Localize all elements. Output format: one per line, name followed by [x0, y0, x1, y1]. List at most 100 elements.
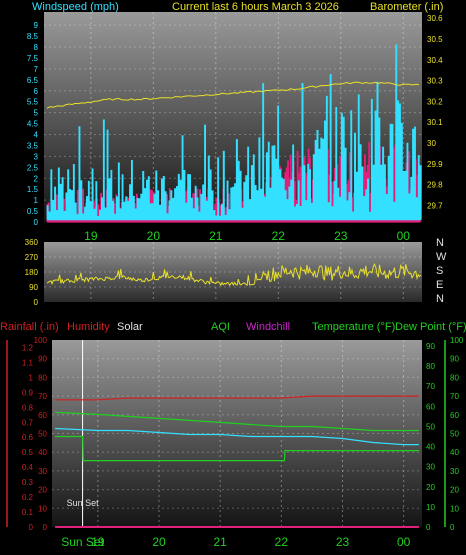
- windspeed-tick-1: 0.5: [27, 207, 39, 216]
- rainfall-tick-7: 0.7: [22, 418, 34, 427]
- barometer-line: [46, 81, 419, 109]
- windchill-line: [55, 427, 419, 446]
- barometer-tick-0: 29.7: [427, 201, 443, 210]
- temperature-tick-labels: 0 10 20 30 40 50 60 70 80 90: [426, 342, 435, 532]
- x-label-20: 20: [147, 229, 161, 243]
- humidity-tick-9: 90: [38, 355, 47, 364]
- x-label-00: 00: [397, 535, 411, 549]
- barometer-tick-8: 30.5: [427, 35, 443, 44]
- barometer-tick-4: 30.1: [427, 118, 443, 127]
- x-label-21: 21: [209, 229, 223, 243]
- humidity-tick-5: 50: [38, 430, 47, 439]
- windspeed-tick-0: 0: [34, 218, 39, 227]
- windspeed-tick-4: 2: [34, 174, 39, 183]
- rainfall-tick-3: 0.3: [22, 478, 34, 487]
- windspeed-tick-8: 4: [34, 131, 39, 140]
- temperature-tick-1: 10: [426, 503, 435, 512]
- barometer-tick-1: 29.8: [427, 181, 443, 190]
- x-label-19: 19: [91, 535, 105, 549]
- direction-panel-background: [44, 242, 422, 302]
- dewpoint-tick-3: 30: [450, 467, 459, 476]
- dew-point-line: [55, 435, 419, 462]
- rainfall-tick-10: 1: [29, 373, 34, 382]
- windspeed-tick-15: 7.5: [27, 54, 39, 63]
- humidity-tick-labels: 0 10 20 30 40 50 60 70 80 90 100: [34, 336, 48, 532]
- rainfall-tick-2: 0.2: [22, 493, 34, 502]
- humidity-tick-1: 10: [38, 504, 47, 513]
- dewpoint-tick-2: 20: [450, 486, 459, 495]
- temperature-axis-label: Temperature (°F): [312, 321, 395, 333]
- humidity-tick-8: 80: [38, 373, 47, 382]
- direction-degree-0: 0: [34, 298, 39, 307]
- temperature-line: [55, 411, 419, 432]
- temperature-tick-3: 30: [426, 463, 435, 472]
- temperature-panel-background: [52, 340, 422, 527]
- temperature-tick-9: 90: [426, 342, 435, 351]
- humidity-tick-10: 100: [34, 336, 48, 345]
- x-label-sun-set: Sun Set: [61, 535, 104, 549]
- temperature-panel-grid: [52, 340, 422, 527]
- x-label-19: 19: [84, 229, 98, 243]
- windspeed-tick-5: 2.5: [27, 163, 39, 172]
- rainfall-tick-5: 0.5: [22, 448, 34, 457]
- temperature-series: Sun Set: [55, 395, 419, 528]
- barometer-tick-7: 30.4: [427, 56, 443, 65]
- wind-panel-x-labels: 19 20 21 22 23 00: [84, 229, 410, 243]
- barometer-tick-5: 30.2: [427, 97, 443, 106]
- humidity-tick-3: 30: [38, 467, 47, 476]
- chart-title: Current last 6 hours March 3 2026: [172, 1, 339, 13]
- rainfall-tick-11: 1.1: [22, 358, 34, 367]
- rainfall-tick-1: 0.1: [22, 508, 34, 517]
- temperature-tick-5: 50: [426, 422, 435, 431]
- rainfall-axis-label: Rainfall (.in): [0, 321, 59, 333]
- dewpoint-tick-labels: 0 10 20 30 40 50 60 70 80 90 100: [444, 336, 464, 532]
- compass-label-0: N: [436, 237, 444, 249]
- windspeed-tick-2: 1: [34, 196, 39, 205]
- x-label-21: 21: [214, 535, 228, 549]
- temperature-tick-6: 60: [426, 402, 435, 411]
- x-label-23: 23: [334, 229, 348, 243]
- x-label-22: 22: [275, 535, 289, 549]
- windchill-label: Windchill: [246, 321, 290, 333]
- sunset-annotation: Sun Set: [67, 498, 100, 508]
- windspeed-tick-16: 8: [34, 43, 39, 52]
- windspeed-tick-17: 8.5: [27, 32, 39, 41]
- windspeed-tick-6: 3: [34, 152, 39, 161]
- rainfall-tick-0: 0: [29, 523, 34, 532]
- direction-degree-180: 180: [25, 268, 39, 277]
- barometer-tick-9: 30.6: [427, 14, 443, 23]
- temperature-tick-7: 70: [426, 382, 435, 391]
- windspeed-tick-labels: 0 0.5 1 1.5 2 2.5 3 3.54 4.5 5 5.5 6 6.5 7 7.5 8 8.5 9: [27, 21, 39, 227]
- direction-degree-270: 270: [25, 253, 39, 262]
- rainfall-tick-6: 0.6: [22, 433, 34, 442]
- windspeed-tick-12: 6: [34, 87, 39, 96]
- windspeed-line: [46, 44, 422, 221]
- windspeed-tick-13: 6.5: [27, 76, 39, 85]
- barometer-tick-6: 30.3: [427, 77, 443, 86]
- temperature-tick-8: 80: [426, 362, 435, 371]
- windspeed-tick-11: 5.5: [27, 98, 39, 107]
- compass-label-4: N: [436, 293, 444, 305]
- rainfall-tick-labels: 0 0.1 0.2 0.3 0.4 0.5 0.6 0.7 0.8 0.9 1 1.1 1.2: [6, 340, 34, 532]
- barometer-axis-label: Barometer (.in): [370, 1, 443, 13]
- x-label-23: 23: [336, 535, 350, 549]
- wind-direction-line: [46, 263, 422, 287]
- temperature-tick-4: 40: [426, 443, 435, 452]
- windspeed-tick-9: 4.5: [27, 120, 39, 129]
- rainfall-tick-12: 1.2: [22, 343, 34, 352]
- direction-series: [46, 263, 422, 287]
- dewpoint-tick-9: 90: [450, 355, 459, 364]
- wind-barometer-series: [46, 44, 422, 223]
- windspeed-tick-3: 1.5: [27, 185, 39, 194]
- dewpoint-tick-8: 80: [450, 373, 459, 382]
- temperature-tick-2: 20: [426, 483, 435, 492]
- humidity-line: [55, 395, 419, 401]
- humidity-tick-0: 0: [43, 523, 48, 532]
- x-label-22: 22: [272, 229, 286, 243]
- dewpoint-tick-7: 70: [450, 392, 459, 401]
- direction-degree-360: 360: [25, 238, 39, 247]
- solar-label: Solar: [117, 321, 143, 333]
- direction-degree-90: 90: [29, 283, 38, 292]
